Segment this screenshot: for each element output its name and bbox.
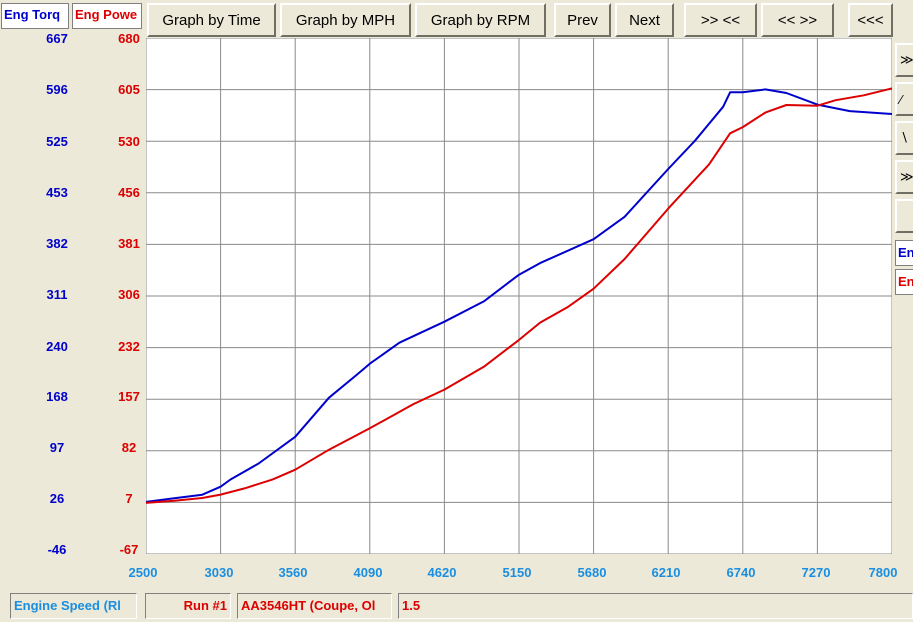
y-left-tick: 168 xyxy=(46,389,68,404)
side-button-2[interactable]: ⁄ xyxy=(895,82,913,116)
x-tick: 6210 xyxy=(651,565,681,580)
y-left-tick: 26 xyxy=(49,491,65,506)
side-channel-label-torque[interactable]: En xyxy=(895,240,913,266)
side-button-5[interactable] xyxy=(895,199,913,233)
x-tick: 3030 xyxy=(204,565,234,580)
power-legend-label[interactable]: Eng Powe xyxy=(72,3,142,29)
y-right-tick: -67 xyxy=(119,542,139,557)
x-tick: 2500 xyxy=(128,565,158,580)
x-tick: 4620 xyxy=(427,565,457,580)
graph-by-rpm-button[interactable]: Graph by RPM xyxy=(415,3,546,37)
x-tick: 3560 xyxy=(278,565,308,580)
x-tick: 7270 xyxy=(801,565,831,580)
graph-by-time-button[interactable]: Graph by Time xyxy=(147,3,276,37)
x-tick: 6740 xyxy=(726,565,756,580)
y-right-tick: 680 xyxy=(118,31,140,46)
y-right-tick: 82 xyxy=(121,440,137,455)
chart-plot-area[interactable] xyxy=(146,38,892,554)
grid-lines xyxy=(146,38,892,554)
scroll-left-button[interactable]: <<< xyxy=(848,3,893,37)
y-right-tick: 605 xyxy=(118,82,140,97)
side-channel-label-power[interactable]: En xyxy=(895,269,913,295)
series-lines xyxy=(146,87,892,504)
torque-legend-label[interactable]: Eng Torq xyxy=(1,3,69,29)
x-channel-status[interactable]: Engine Speed (Rl xyxy=(10,593,137,619)
y-left-tick: 311 xyxy=(46,287,68,302)
x-tick: 5150 xyxy=(502,565,532,580)
y-right-tick: 381 xyxy=(118,236,140,251)
y-left-tick: 382 xyxy=(46,236,68,251)
y-right-tick: 530 xyxy=(118,134,140,149)
y-left-tick: 453 xyxy=(46,185,68,200)
y-right-tick: 157 xyxy=(118,389,140,404)
side-button-4[interactable]: ≫ xyxy=(895,160,913,194)
zoom-out-button[interactable]: << >> xyxy=(761,3,834,37)
y-left-tick: 97 xyxy=(49,440,65,455)
y-left-tick: 667 xyxy=(46,31,68,46)
y-left-tick: -46 xyxy=(47,542,67,557)
zoom-in-button[interactable]: >> << xyxy=(684,3,757,37)
torque-series-line xyxy=(146,88,892,503)
y-left-tick: 240 xyxy=(46,339,68,354)
y-right-tick: 232 xyxy=(118,339,140,354)
graph-by-mph-button[interactable]: Graph by MPH xyxy=(280,3,411,37)
x-tick: 4090 xyxy=(353,565,383,580)
x-tick: 5680 xyxy=(577,565,607,580)
y-left-tick: 525 xyxy=(46,134,68,149)
next-button[interactable]: Next xyxy=(615,3,674,37)
side-button-1[interactable]: ≫ xyxy=(895,43,913,77)
y-left-tick: 596 xyxy=(46,82,68,97)
side-button-3[interactable]: ∖ xyxy=(895,121,913,155)
x-tick: 7800 xyxy=(868,565,898,580)
run-status: Run #1 xyxy=(145,593,231,619)
power-series-line xyxy=(146,87,892,504)
y-right-tick: 7 xyxy=(125,491,133,506)
y-right-tick: 456 xyxy=(118,185,140,200)
vehicle-status: AA3546HT (Coupe, Ol xyxy=(237,593,392,619)
value-status: 1.5 xyxy=(398,593,913,619)
prev-button[interactable]: Prev xyxy=(554,3,611,37)
y-right-tick: 306 xyxy=(118,287,140,302)
